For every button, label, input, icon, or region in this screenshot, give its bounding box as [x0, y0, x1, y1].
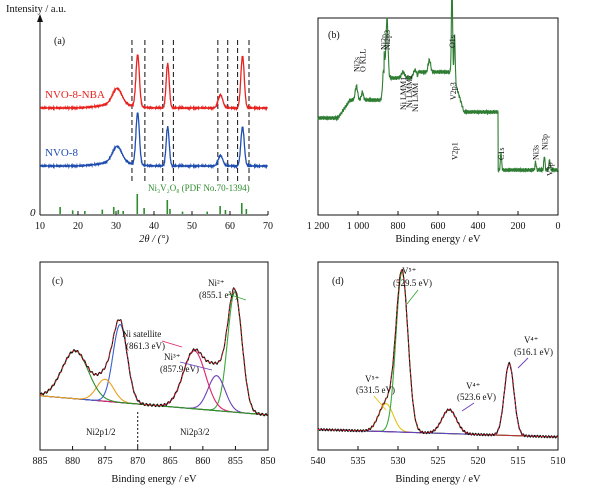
panel-a-label: (a) — [54, 36, 65, 47]
survey-peak-label: V3p — [546, 162, 555, 176]
panel-c-x-tick-label: 870 — [130, 456, 145, 467]
survey-peak-label: O1s — [448, 35, 457, 48]
ni2-component — [40, 291, 268, 416]
ni2p12-label: Ni2p1/2 — [86, 427, 116, 437]
v5-main-energy: (529.5 eV) — [393, 278, 432, 288]
panel-a-x-tick-label: 40 — [149, 221, 159, 232]
panel-c-xlabel: Binding energy / eV — [111, 474, 197, 485]
v4-2p12-arrow — [461, 402, 475, 412]
panel-c-x-tick-label: 855 — [228, 456, 243, 467]
panel-a-xlabel: 2θ / (°) — [139, 234, 169, 245]
survey-peak-label: Ni2s — [352, 57, 361, 72]
ni2p32-label: Ni2p3/2 — [180, 427, 210, 437]
v4-main-energy: (516.1 eV) — [514, 347, 553, 357]
v5-shoulder-arrow — [373, 395, 387, 411]
panel-d-x-tick-label: 530 — [391, 456, 406, 467]
panel-d-xlabel: Binding energy / eV — [395, 474, 481, 485]
panel-b-xlabel: Binding energy / eV — [395, 234, 481, 245]
panel-a-x-tick-label: 20 — [73, 221, 83, 232]
v5-main-label: V⁵⁺ — [402, 266, 417, 276]
ni2-energy: (855.1 eV) — [199, 290, 238, 300]
v5-shoulder-label: V⁵⁺ — [365, 374, 380, 384]
survey-peak-label: V2p1 — [451, 142, 460, 160]
survey-peak-label: Ni3s — [532, 145, 541, 160]
panel-d-x-tick-label: 525 — [431, 456, 446, 467]
ni2-arrow — [227, 293, 247, 301]
panel-d-x-tick-label: 540 — [311, 456, 326, 467]
survey-peak-label: V2p3 — [449, 82, 458, 100]
fit-envelope-line — [39, 287, 268, 416]
v4-2p12-energy: (523.6 eV) — [457, 392, 496, 402]
survey-peak-label: Ni LMM2 — [405, 75, 414, 108]
panel-b-x-tick-label: 400 — [471, 221, 486, 232]
panel-a-zero-label: 0 — [30, 207, 36, 219]
v4-main-arrow — [517, 357, 529, 369]
panel-a-x-tick-label: 10 — [35, 221, 45, 232]
panel-b-label: (b) — [328, 30, 340, 41]
series-line-nvo8 — [39, 112, 268, 170]
series-line-nvo8-nba — [39, 54, 268, 112]
panel-d-x-tick-label: 520 — [471, 456, 486, 467]
ni-satellite-arrow — [161, 340, 183, 348]
raw-spectrum-line — [39, 287, 268, 417]
panel-d-label: (d) — [332, 276, 344, 287]
panel-c-label: (c) — [52, 276, 63, 287]
ni-satellite-label: Ni satellite — [122, 329, 161, 339]
panel-c-x-tick-label: 850 — [261, 456, 276, 467]
panel-c: (c) 885 880 875 870 865 860 855 850 Binding ene… — [33, 261, 276, 485]
panel-c-x-tick-label: 860 — [195, 456, 210, 467]
survey-spectrum-line — [317, 0, 559, 174]
panel-b-x-tick-label: 600 — [431, 221, 446, 232]
panel-a-x-tick-label: 70 — [263, 221, 273, 232]
panel-a: Intensity / a.u. 0 (a) 10 20 30 40 50 60 70 2θ… — [6, 4, 273, 245]
panel-a-yaxis-arrow — [37, 14, 43, 22]
panel-b-x-tick-label: 800 — [391, 221, 406, 232]
reference-label: Ni₃V₂O₈ (PDF No.70-1394) — [148, 183, 250, 193]
ni3-energy: (857.9 eV) — [160, 364, 199, 374]
panel-c-x-tick-label: 880 — [65, 456, 80, 467]
panel-d-x-tick-label: 510 — [551, 456, 566, 467]
ni3-arrow — [179, 361, 213, 371]
ni3-component — [40, 375, 268, 416]
panel-a-ylabel: Intensity / a.u. — [6, 4, 66, 15]
v5-shoulder-component — [318, 403, 558, 438]
survey-peak-label: Ni2p3 — [383, 30, 392, 50]
survey-peak-label: O KLL — [358, 49, 367, 72]
ni3-label: Ni³⁺ — [164, 352, 181, 362]
panel-a-x-tick-label: 50 — [187, 221, 197, 232]
panel-b: (b) 1 200 1 000 800 600 400 200 0 Binding ener… — [307, 0, 561, 245]
fit-envelope-line — [318, 269, 558, 438]
panel-a-x-tick-label: 60 — [225, 221, 235, 232]
ni2-label: Ni²⁺ — [208, 278, 225, 288]
ni2p12-ni3-component — [39, 378, 268, 416]
v5-main-arrow — [406, 289, 419, 305]
panel-b-x-tick-label: 200 — [511, 221, 526, 232]
panel-b-x-tick-label: 1 200 — [307, 221, 330, 232]
v5-shoulder-energy: (531.5 eV) — [356, 385, 395, 395]
panel-c-x-tick-label: 865 — [163, 456, 178, 467]
panel-b-x-tick-label: 1 000 — [347, 221, 370, 232]
panel-c-x-tick-label: 885 — [33, 456, 48, 467]
panel-d-x-tick-label: 535 — [351, 456, 366, 467]
panel-d: (d) 540 535 530 525 520 515 510 Binding energy… — [311, 261, 566, 485]
v4-main-label: V⁴⁺ — [524, 335, 539, 345]
ni-satellite-energy: (861.3 eV) — [126, 341, 165, 351]
survey-peak-label: Ni3p — [540, 134, 549, 150]
panel-a-x-tick-label: 30 — [111, 221, 121, 232]
series-label-nvo8-nba: NVO-8-NBA — [45, 89, 105, 101]
panel-b-frame — [317, 17, 559, 216]
panel-b-x-tick-label: 0 — [556, 221, 561, 232]
series-label-nvo8: NVO-8 — [45, 147, 78, 159]
panel-c-x-tick-label: 875 — [98, 456, 113, 467]
survey-peak-label: C1s — [497, 148, 506, 160]
survey-peak-label: Ni LMM — [411, 83, 420, 112]
panel-d-x-tick-label: 515 — [511, 456, 526, 467]
panel-c-frame — [39, 261, 269, 451]
v4-2p12-label: V⁴⁺ — [466, 381, 481, 391]
survey-peak-label: Ni2p — [380, 34, 389, 50]
survey-peak-label: Ni LMM1 — [399, 77, 408, 110]
